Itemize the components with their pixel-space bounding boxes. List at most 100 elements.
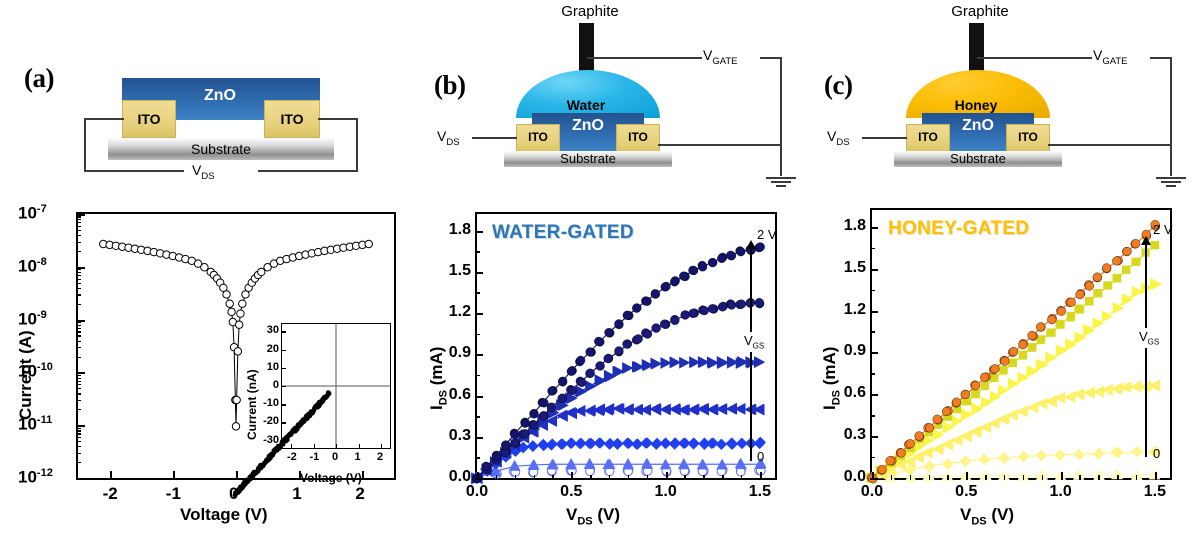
panel-b: (b) Graphite Water ZnO ITO ITO Substrate… xyxy=(420,0,810,542)
x-tick xyxy=(966,472,968,480)
inset-y-ticklabel: -20 xyxy=(257,415,279,427)
y-minortick-a xyxy=(76,272,81,273)
y-minortick-a xyxy=(76,235,81,236)
y-ticklabel-a: 10-8 xyxy=(18,256,47,277)
annot-2v-b: 2 V xyxy=(757,227,777,242)
ito-left-label-b: ITO xyxy=(516,131,560,143)
y-tick xyxy=(870,478,878,480)
y-ticklabel: 1.8 xyxy=(435,221,471,239)
y-minortick xyxy=(870,290,875,291)
y-minortick-a xyxy=(76,328,81,329)
y-minortick-a xyxy=(76,381,81,382)
annot-vgs-c: VGS xyxy=(1137,328,1161,348)
inset-x-tick xyxy=(381,444,382,449)
y-minortick-a xyxy=(76,400,81,401)
y-minortick-a xyxy=(76,441,81,442)
wire-gate-down-b xyxy=(780,57,782,145)
x-tick xyxy=(571,472,573,480)
x-minortick xyxy=(1117,475,1118,480)
y-minortick-a xyxy=(76,347,81,348)
graphite-label-b: Graphite xyxy=(525,4,655,19)
y-minortick xyxy=(475,251,480,252)
wire-bottom-left-a xyxy=(84,170,184,172)
x-minortick xyxy=(609,475,610,480)
x-tick-a xyxy=(173,471,175,480)
y-minortick-a xyxy=(76,216,81,217)
vds-label-b: VDS xyxy=(437,128,460,148)
vds-label-a: VDS xyxy=(192,162,215,182)
y-minortick-a xyxy=(76,322,81,323)
inset-y-tick xyxy=(281,441,286,442)
x-ticklabel-a: -1 xyxy=(166,484,181,504)
x-minortick xyxy=(628,475,629,480)
x-ticklabel: 1.5 xyxy=(746,483,774,501)
ground-symbol-b xyxy=(766,175,796,187)
y-minortick-a xyxy=(76,242,81,243)
y-ticklabel: 0.0 xyxy=(435,468,471,486)
y-axis-title-b: IDS (mA) xyxy=(427,347,449,410)
x-minortick xyxy=(647,475,648,480)
y-ticklabel: 1.8 xyxy=(830,217,866,235)
wire-right-down-a xyxy=(356,118,358,172)
y-tick xyxy=(475,437,483,439)
y-minortick-a xyxy=(76,375,81,376)
inset-x-tick xyxy=(314,444,315,449)
substrate-label-b: Substrate xyxy=(504,152,672,165)
x-tick xyxy=(666,472,668,480)
x-ticklabel-a: -2 xyxy=(103,484,118,504)
y-minortick xyxy=(475,292,480,293)
y-minortick-a xyxy=(76,325,81,326)
y-ticklabel: 0.3 xyxy=(435,427,471,445)
y-minortick-a xyxy=(76,230,81,231)
x-minortick xyxy=(1136,475,1137,480)
x-minortick xyxy=(684,475,685,480)
y-minortick-a xyxy=(76,393,81,394)
inset-x-ticklabel: 0 xyxy=(332,451,338,463)
x-ticklabel: 1.0 xyxy=(652,483,680,501)
y-minortick-a xyxy=(76,304,81,305)
inset-x-ticklabel: -2 xyxy=(287,451,297,463)
x-ticklabel: 1.0 xyxy=(1047,483,1075,501)
x-tick-a xyxy=(362,471,364,480)
y-ticklabel: 1.2 xyxy=(830,301,866,319)
x-minortick xyxy=(741,475,742,480)
x-ticklabel: 0.5 xyxy=(952,483,980,501)
inset-x-title: Voltage (V) xyxy=(300,471,362,485)
x-minortick xyxy=(552,475,553,480)
inset-y-ticklabel: 30 xyxy=(257,324,279,336)
wire-gate-c xyxy=(977,57,1092,59)
vgate-label-b: VGATE xyxy=(703,47,738,67)
plot-frame-b xyxy=(475,212,777,480)
wire-gate-down-c xyxy=(1170,57,1172,145)
y-minortick xyxy=(475,457,480,458)
y-minortick-a xyxy=(76,437,81,438)
x-minortick xyxy=(985,475,986,480)
x-ticklabel: 0.5 xyxy=(557,483,585,501)
wire-gate-right-c xyxy=(1150,57,1172,59)
inset-x-ticklabel: 1 xyxy=(355,451,361,463)
plot-title-honey: HONEY-GATED xyxy=(888,218,1029,240)
inset-y-ticklabel: -30 xyxy=(257,434,279,446)
y-tick-a xyxy=(76,478,85,480)
annot-2v-c: 2 V xyxy=(1153,222,1173,237)
x-minortick xyxy=(891,475,892,480)
inset-x-ticklabel: 2 xyxy=(377,451,383,463)
panel-a: (a) ZnO ITO ITO Substrate VDS -2-101210-… xyxy=(0,0,420,542)
wire-bottom-right-a xyxy=(258,170,358,172)
y-minortick-a xyxy=(76,269,81,270)
water-label-b: Water xyxy=(550,98,622,112)
vds-label-a-text: V xyxy=(192,162,201,178)
x-minortick xyxy=(590,475,591,480)
y-minortick-a xyxy=(76,275,81,276)
inset-x-tick xyxy=(359,444,360,449)
y-ticklabel: 0.3 xyxy=(830,426,866,444)
y-minortick-a xyxy=(76,288,81,289)
y-minortick-a xyxy=(76,453,81,454)
wire-vds-c xyxy=(862,137,907,139)
annot-0-c: 0 xyxy=(1153,446,1160,461)
ito-left-label-c: ITO xyxy=(906,131,950,143)
y-tick xyxy=(870,352,878,354)
y-minortick xyxy=(475,416,480,417)
y-ticklabel: 1.2 xyxy=(435,303,471,321)
x-axis-title-c: VDS (V) xyxy=(960,505,1014,527)
